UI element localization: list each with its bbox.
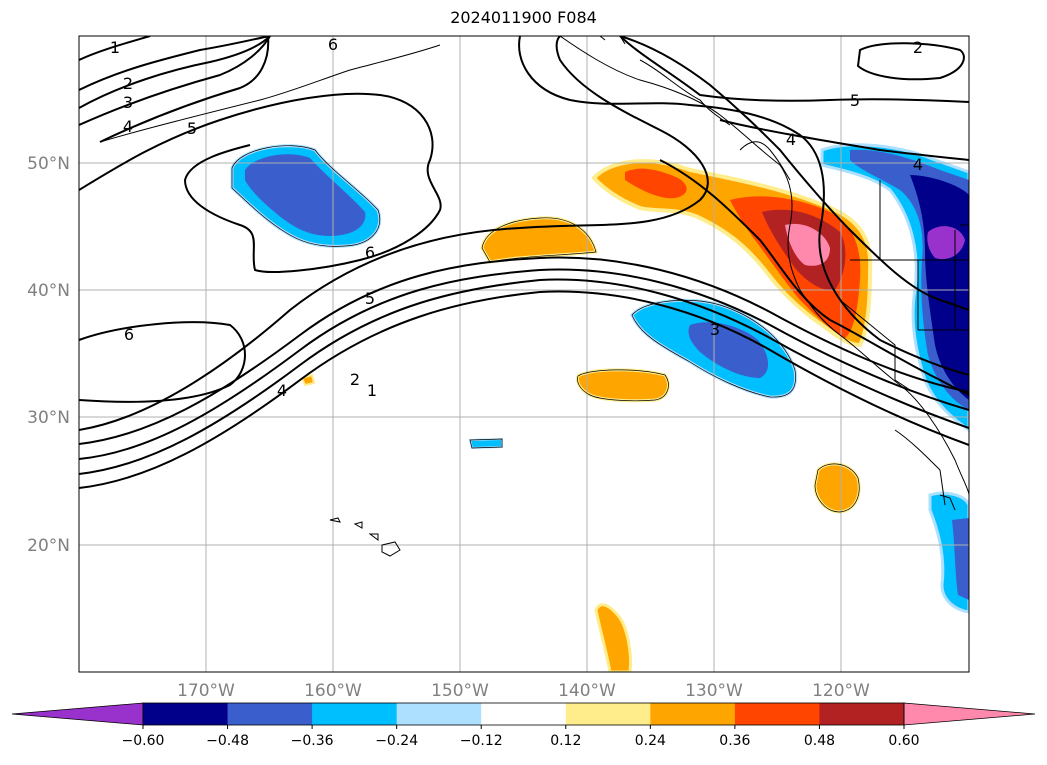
colorbar-tick-label: 0.48 <box>804 733 835 749</box>
plot-area: 1 2 3 4 5 6 6 5 4 2 1 6 4 5 3 2 4 <box>79 35 969 672</box>
longitude-label: 120°W <box>812 681 870 701</box>
colorbar-segment <box>734 703 820 725</box>
colorbar-tick-label: 0.60 <box>888 733 919 749</box>
plot-frame <box>78 35 970 673</box>
colorbar-tick-label: −0.60 <box>122 733 165 749</box>
longitude-label: 150°W <box>431 681 489 701</box>
colorbar-tick-label: 0.12 <box>550 733 581 749</box>
negative-anomaly-region <box>952 518 969 600</box>
longitude-labels: 170°W 160°W 150°W 140°W 130°W 120°W <box>177 681 870 701</box>
colorbar-segment <box>565 703 651 725</box>
contour-label: 4 <box>123 117 133 136</box>
contour-label: 6 <box>365 243 375 262</box>
latitude-label: 20°N <box>27 536 70 556</box>
contour-label: 5 <box>187 119 197 138</box>
colorbar-segment <box>312 703 398 725</box>
colorbar-tick-label: −0.48 <box>206 733 249 749</box>
colorbar-segment <box>227 703 313 725</box>
colorbar-tick-label: 0.36 <box>719 733 750 749</box>
map-title: 2024011900 F084 <box>450 8 597 27</box>
contour-labels: 1 2 3 4 5 6 6 5 4 2 1 6 4 5 3 2 4 <box>110 35 923 400</box>
latitude-label: 30°N <box>27 408 70 428</box>
contour-label: 4 <box>786 130 796 149</box>
colorbar-outline <box>142 702 905 726</box>
colorbar-extend-low <box>11 702 144 726</box>
contour-label: 2 <box>350 370 360 389</box>
colorbar-segment <box>143 703 229 725</box>
latitude-label: 40°N <box>27 281 70 301</box>
anomaly-outlines <box>231 145 860 513</box>
contour-label: 5 <box>850 91 860 110</box>
contour-label: 3 <box>123 93 133 112</box>
height-contours <box>79 36 969 489</box>
longitude-label: 140°W <box>558 681 616 701</box>
contour-label: 4 <box>913 155 923 174</box>
contour-label: 1 <box>367 381 377 400</box>
colorbar-segment <box>396 703 482 725</box>
positive-anomaly-region <box>576 368 670 403</box>
colorbar: −0.60 −0.48 −0.36 −0.24 −0.12 0.12 0.24 0.36 0.4… <box>11 702 1036 749</box>
contour-label: 5 <box>365 289 375 308</box>
latitude-labels: 50°N 40°N 30°N 20°N <box>27 154 70 556</box>
negative-anomaly-region <box>927 226 965 260</box>
longitude-label: 130°W <box>685 681 743 701</box>
negative-anomaly-region <box>468 437 503 450</box>
contour-label: 4 <box>277 381 287 400</box>
latitude-label: 50°N <box>27 154 70 174</box>
longitude-label: 160°W <box>304 681 362 701</box>
contour-label: 6 <box>124 325 134 344</box>
colorbar-segment <box>819 703 905 725</box>
colorbar-tick-label: −0.12 <box>460 733 503 749</box>
contour-label: 2 <box>123 74 133 93</box>
contour-label: 6 <box>328 35 338 54</box>
colorbar-tick-label: 0.24 <box>635 733 666 749</box>
colorbar-segment <box>481 703 567 725</box>
contour-label: 1 <box>110 38 120 57</box>
negative-anomaly-region <box>245 154 366 236</box>
colorbar-extend-high <box>903 702 1036 726</box>
negative-anomaly-region <box>688 322 769 378</box>
colorbar-tick-label: −0.24 <box>375 733 418 749</box>
colorbar-segment <box>650 703 736 725</box>
positive-anomaly-region <box>594 603 632 672</box>
colorbar-tick-label: −0.36 <box>291 733 334 749</box>
contour-label: 3 <box>710 320 720 339</box>
contour-label: 2 <box>913 38 923 57</box>
positive-anomaly-region <box>625 168 687 199</box>
longitude-label: 170°W <box>177 681 235 701</box>
